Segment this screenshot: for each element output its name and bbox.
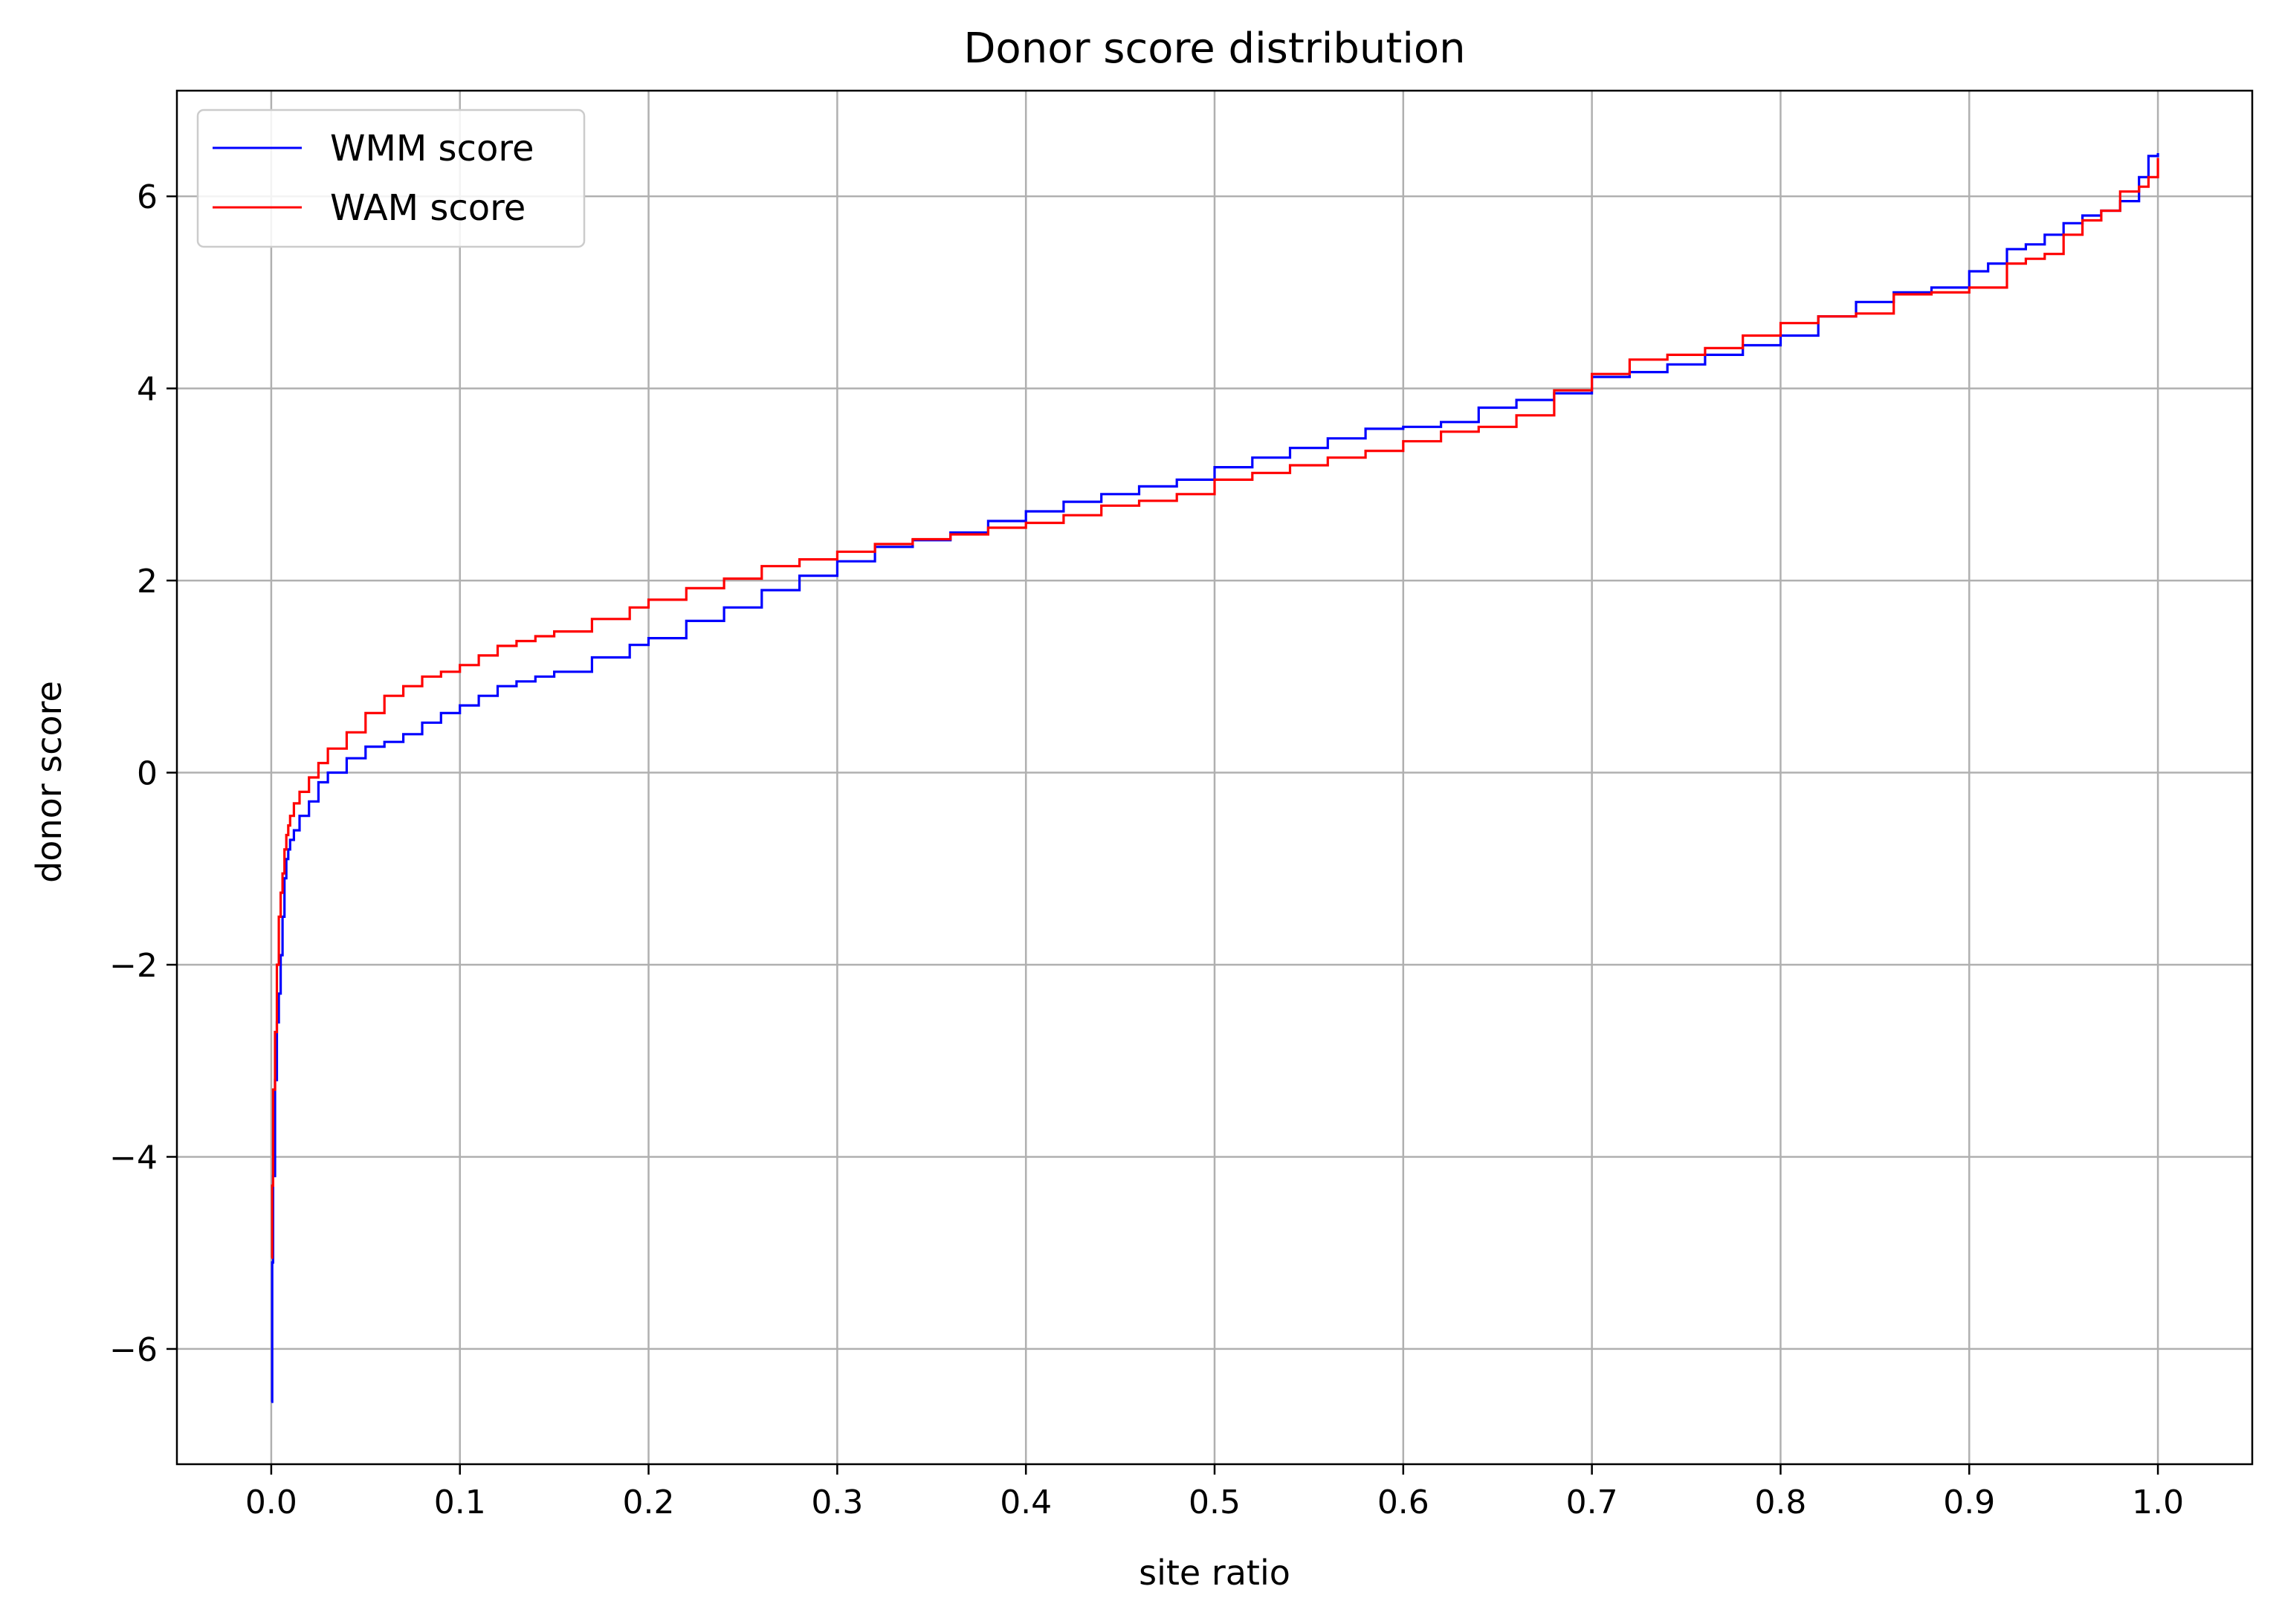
- y-tick-label: −4: [109, 1139, 158, 1177]
- legend-label-wam: WAM score: [330, 187, 526, 229]
- y-axis: −6 −4 −2 0 2 4 6: [109, 178, 177, 1369]
- legend: WMM score WAM score: [196, 109, 586, 248]
- x-tick-label: 0.2: [623, 1484, 675, 1521]
- x-tick-label: 0.1: [434, 1484, 486, 1521]
- chart-title: Donor score distribution: [963, 25, 1465, 73]
- x-tick-label: 0.8: [1754, 1484, 1806, 1521]
- x-tick-label: 0.6: [1377, 1484, 1429, 1521]
- x-axis: 0.0 0.1 0.2 0.3 0.4 0.5 0.6 0.7 0.8 0.9 1.0: [245, 1464, 2184, 1521]
- y-tick-label: 0: [137, 755, 158, 793]
- x-tick-label: 0.0: [245, 1484, 297, 1521]
- x-axis-label: site ratio: [1139, 1553, 1290, 1593]
- y-tick-label: 2: [137, 563, 158, 601]
- y-tick-label: −2: [109, 947, 158, 985]
- series-line-wam-score: [271, 158, 2159, 1259]
- x-tick-label: 0.5: [1189, 1484, 1241, 1521]
- x-tick-label: 0.9: [1943, 1484, 1995, 1521]
- y-tick-label: −6: [109, 1331, 158, 1369]
- x-tick-label: 0.4: [1000, 1484, 1052, 1521]
- grid: [177, 91, 2252, 1464]
- legend-label-wmm: WMM score: [330, 128, 534, 169]
- y-tick-label: 4: [137, 371, 158, 409]
- x-tick-label: 0.3: [811, 1484, 863, 1521]
- x-tick-label: 1.0: [2132, 1484, 2184, 1521]
- y-tick-label: 6: [137, 178, 158, 216]
- series-lines: [271, 153, 2159, 1403]
- x-tick-label: 0.7: [1566, 1484, 1618, 1521]
- y-axis-label: donor score: [29, 681, 69, 883]
